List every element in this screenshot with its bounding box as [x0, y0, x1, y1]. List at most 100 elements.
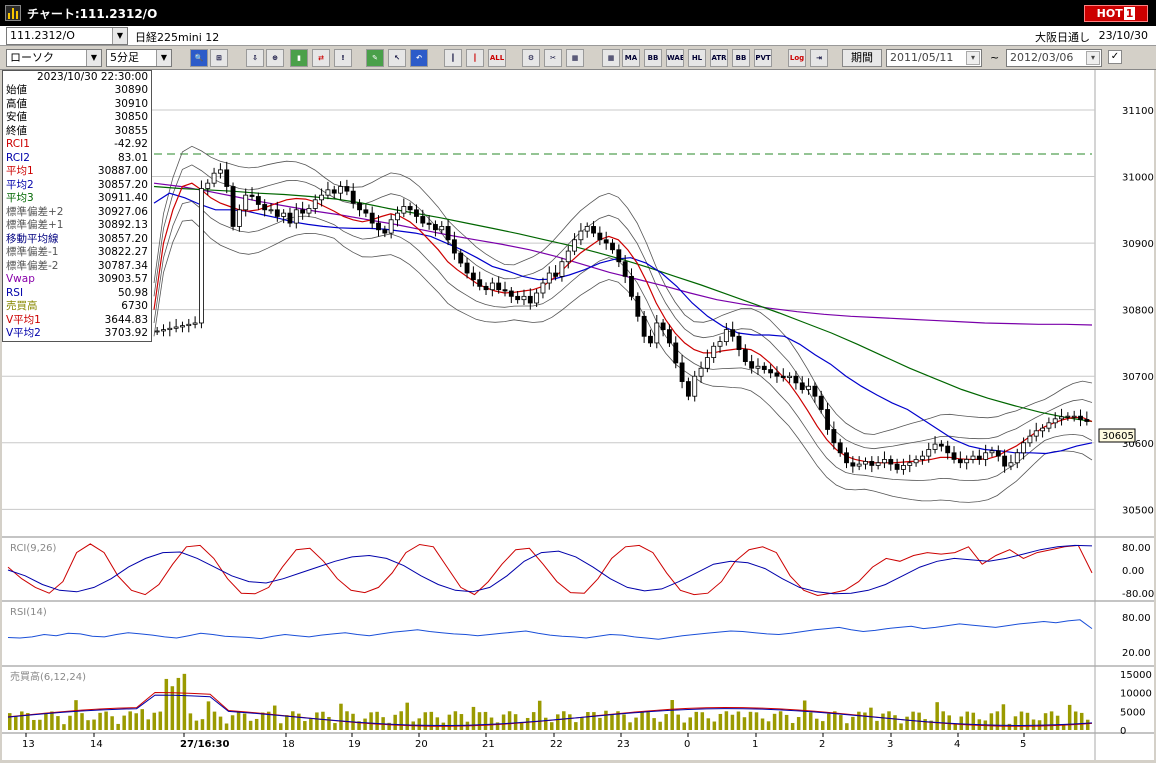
bb-button[interactable]: BB	[644, 49, 662, 67]
candle	[774, 372, 780, 377]
volume-bar	[62, 724, 66, 730]
volume-bar	[291, 711, 295, 730]
all-button[interactable]: ALL	[488, 49, 506, 67]
undo-icon[interactable]: ↶	[410, 49, 428, 67]
info-row-value: 30822.27	[97, 246, 148, 258]
candle	[787, 375, 793, 378]
volume-bar	[339, 703, 343, 730]
candle	[477, 279, 483, 287]
candle	[673, 342, 679, 364]
grid-icon[interactable]: ▦	[602, 49, 620, 67]
volume-bar	[1073, 711, 1078, 730]
info-row-label: V平均1	[6, 313, 41, 326]
info-row-value: 30857.20	[97, 178, 148, 191]
candle	[319, 194, 325, 201]
calendar-icon[interactable]: ▾	[1086, 51, 1100, 65]
candle	[648, 335, 653, 344]
candle	[755, 365, 761, 369]
volume-bar	[580, 717, 584, 730]
info-row: 平均3 30911.40	[3, 192, 151, 206]
atr-button[interactable]: ATR	[710, 49, 728, 67]
candle	[679, 362, 685, 382]
volume-bar	[562, 711, 566, 730]
candle	[344, 186, 350, 192]
candle	[262, 204, 268, 211]
issue-bar: 111.2312/O ▼ 日経225mini 12 大阪日通し 23/10/30	[0, 26, 1156, 46]
volume-bar	[881, 713, 885, 730]
candle	[527, 295, 533, 304]
candle	[749, 361, 755, 369]
tools-icon[interactable]: ✂	[544, 49, 562, 67]
hot-button[interactable]: HOT 1	[1084, 5, 1148, 22]
pvt-button[interactable]: PVT	[754, 49, 772, 67]
bb2-button[interactable]: BB	[732, 49, 750, 67]
info-row-label: 平均3	[6, 192, 34, 204]
date-from-input[interactable]: 2011/05/11 ▾	[886, 49, 982, 67]
volume-bar	[971, 712, 976, 730]
log-button[interactable]: Log	[788, 49, 806, 67]
info-row: 売買高 6730	[3, 300, 151, 314]
bollinger-band	[153, 219, 1093, 503]
volume-bar	[929, 720, 933, 730]
wae-button[interactable]: WAE	[666, 49, 684, 67]
candle	[274, 209, 280, 217]
date-to-input[interactable]: 2012/03/06 ▾	[1006, 49, 1102, 67]
calendar-icon[interactable]: ▾	[966, 51, 980, 65]
rsi-tick-label: 80.00	[1122, 613, 1151, 624]
volume-bar	[899, 723, 903, 730]
candle	[863, 461, 868, 465]
color-icon[interactable]: ▦	[566, 49, 584, 67]
volume-bar	[1019, 711, 1024, 730]
split-icon[interactable]: ⊞	[210, 49, 228, 67]
window-title: チャート:111.2312/O	[27, 6, 158, 21]
chart-type-value: ローソク	[10, 51, 54, 64]
candle	[401, 206, 407, 214]
candle	[395, 212, 400, 221]
volume-bar	[706, 718, 711, 730]
time-tick-label: 22	[550, 739, 563, 750]
candle	[565, 250, 571, 263]
bar-chart-icon[interactable]: ▮	[290, 49, 308, 67]
cursor-icon[interactable]: ↖	[388, 49, 406, 67]
alert-icon[interactable]: !	[334, 49, 352, 67]
candle	[938, 443, 944, 447]
candle-icon[interactable]: ┃	[444, 49, 462, 67]
settings-icon[interactable]: ⚙	[522, 49, 540, 67]
chart-area[interactable]: 31100 31000 30900 30800 30700 30600 30500 80.00…	[2, 70, 1154, 760]
chevron-down-icon[interactable]: ▼	[86, 50, 101, 66]
rci-tick-label: 80.00	[1122, 543, 1151, 554]
hl-button[interactable]: HL	[688, 49, 706, 67]
chart-canvas[interactable]: 31100 31000 30900 30800 30700 30600 30500 80.00…	[2, 70, 1154, 760]
issue-code-select[interactable]: 111.2312/O ▼	[6, 27, 128, 45]
pencil-icon[interactable]: ✎	[366, 49, 384, 67]
volume-bar	[188, 713, 193, 730]
volume-bar	[92, 719, 96, 730]
info-row: 標準偏差-1 30822.27	[3, 246, 151, 260]
export-icon[interactable]: ⇥	[810, 49, 828, 67]
volume-bar	[447, 714, 452, 730]
chevron-down-icon[interactable]: ▼	[112, 28, 127, 44]
candle	[161, 329, 166, 332]
candle	[698, 367, 704, 377]
chevron-down-icon[interactable]: ▼	[156, 50, 171, 66]
date-to-value: 2012/03/06	[1010, 51, 1074, 64]
interval-select[interactable]: 5分足 ▼	[106, 49, 172, 67]
download-icon[interactable]: ⇩	[246, 49, 264, 67]
compare-icon[interactable]: ⇄	[312, 49, 330, 67]
volume-bar	[104, 711, 108, 730]
chart-type-select[interactable]: ローソク ▼	[6, 49, 102, 67]
info-row-value: 50.98	[117, 286, 148, 299]
candle-red-icon[interactable]: ┃	[466, 49, 484, 67]
volume-bar	[784, 714, 789, 730]
apply-checkbox[interactable]: ✓	[1108, 50, 1122, 64]
zoom-icon[interactable]: 🔍	[190, 49, 208, 67]
rci-tick-label: -80.00	[1122, 589, 1154, 600]
time-tick-label: 2	[819, 739, 825, 750]
ma-button[interactable]: MA	[622, 49, 640, 67]
zoom-in-icon[interactable]: ⊕	[266, 49, 284, 67]
candle	[363, 209, 369, 214]
rci2-line	[7, 544, 1093, 595]
period-button[interactable]: 期間	[842, 49, 882, 67]
volume-bar	[1085, 719, 1090, 730]
volume-bar	[405, 702, 409, 730]
